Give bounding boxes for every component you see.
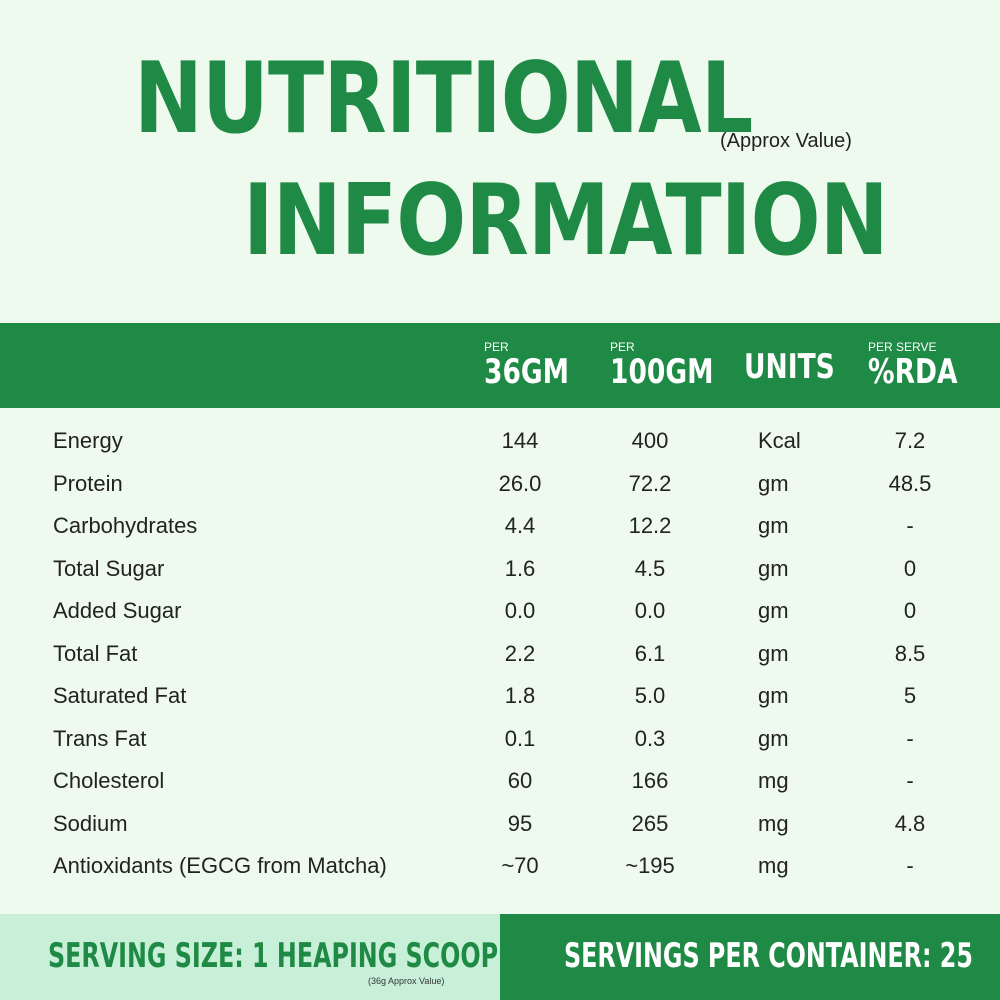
title-subtitle: (Approx Value) bbox=[720, 130, 852, 152]
table-row: Total Sugar 1.6 4.5 gm 0 bbox=[0, 548, 1000, 590]
value-per-36gm: 1.8 bbox=[504, 683, 536, 708]
rda-value: - bbox=[906, 513, 914, 538]
column-header-big: %RDA bbox=[868, 352, 958, 392]
value-per-100gm: 12.2 bbox=[628, 513, 672, 538]
unit: gm bbox=[758, 725, 789, 751]
value-per-100gm: 400 bbox=[631, 428, 669, 453]
value-per-36gm: 0.0 bbox=[504, 598, 536, 623]
value-per-100gm: 5.0 bbox=[634, 683, 666, 708]
value-per-36gm: 4.4 bbox=[504, 513, 536, 538]
value-per-100gm: 166 bbox=[631, 768, 669, 793]
nutrient-name: Cholesterol bbox=[53, 768, 165, 793]
table-row: Trans Fat 0.1 0.3 gm - bbox=[0, 718, 1000, 760]
unit: Kcal bbox=[758, 428, 801, 453]
value-per-100gm: 0.3 bbox=[634, 725, 666, 751]
nutrient-name: Added Sugar bbox=[53, 598, 182, 623]
rda-value: 7.2 bbox=[894, 428, 926, 453]
unit: gm bbox=[758, 555, 789, 581]
nutrient-name: Saturated Fat bbox=[53, 683, 187, 708]
column-header-big: UNITS bbox=[744, 347, 835, 387]
rda-value: 0 bbox=[903, 555, 917, 581]
unit: gm bbox=[758, 470, 789, 496]
table-row: Added Sugar 0.0 0.0 gm 0 bbox=[0, 590, 1000, 632]
serving-size-panel: SERVING SIZE: 1 HEAPING SCOOP (36g Appro… bbox=[0, 914, 500, 1000]
rda-value: 5 bbox=[903, 683, 917, 708]
rda-value: 8.5 bbox=[894, 640, 926, 666]
value-per-36gm: ~70 bbox=[501, 853, 539, 878]
column-header-small: PER SERVE bbox=[868, 340, 937, 354]
nutrient-name: Trans Fat bbox=[53, 725, 147, 751]
nutrient-name: Total Sugar bbox=[53, 555, 165, 581]
value-per-36gm: 95 bbox=[507, 810, 533, 836]
serving-size-note: (36g Approx Value) bbox=[368, 976, 445, 986]
nutrient-name: Sodium bbox=[53, 810, 128, 836]
unit: gm bbox=[758, 513, 789, 538]
unit: mg bbox=[758, 853, 789, 878]
column-header-big: 36GM bbox=[484, 352, 570, 392]
rda-value: 48.5 bbox=[888, 470, 932, 496]
unit: gm bbox=[758, 640, 789, 666]
unit: gm bbox=[758, 683, 789, 708]
value-per-100gm: ~195 bbox=[625, 853, 675, 878]
value-per-36gm: 60 bbox=[507, 768, 533, 793]
rda-value: - bbox=[906, 768, 914, 793]
serving-size-text: SERVING SIZE: 1 HEAPING SCOOP bbox=[48, 936, 499, 976]
nutrient-name: Protein bbox=[53, 470, 123, 496]
table-header: PER 36GM PER 100GM UNITS PER SERVE %RDA bbox=[0, 323, 1000, 408]
table-row: Sodium 95 265 mg 4.8 bbox=[0, 803, 1000, 845]
table-row: Total Fat 2.2 6.1 gm 8.5 bbox=[0, 633, 1000, 675]
unit: mg bbox=[758, 810, 789, 836]
servings-per-container-text: SERVINGS PER CONTAINER: 25 bbox=[564, 936, 973, 976]
column-header-small: PER bbox=[610, 340, 635, 354]
value-per-36gm: 1.6 bbox=[504, 555, 536, 581]
nutrient-name: Energy bbox=[53, 428, 123, 453]
unit: mg bbox=[758, 768, 789, 793]
rda-value: 4.8 bbox=[894, 810, 926, 836]
value-per-36gm: 0.1 bbox=[504, 725, 536, 751]
unit: gm bbox=[758, 598, 789, 623]
title-line-1: NUTRITIONAL bbox=[134, 42, 753, 156]
table-row: Carbohydrates 4.4 12.2 gm - bbox=[0, 505, 1000, 547]
value-per-100gm: 265 bbox=[631, 810, 669, 836]
rda-value: - bbox=[906, 853, 914, 878]
rda-value: 0 bbox=[903, 598, 917, 623]
title-line-2: INFORMATION bbox=[243, 164, 889, 278]
table-row: Protein 26.0 72.2 gm 48.5 bbox=[0, 463, 1000, 505]
nutrient-name: Total Fat bbox=[53, 640, 138, 666]
value-per-36gm: 2.2 bbox=[504, 640, 536, 666]
column-header-small: PER bbox=[484, 340, 509, 354]
value-per-100gm: 6.1 bbox=[634, 640, 666, 666]
value-per-100gm: 72.2 bbox=[628, 470, 672, 496]
rda-value: - bbox=[906, 725, 914, 751]
value-per-36gm: 26.0 bbox=[498, 470, 542, 496]
table-row: Antioxidants (EGCG from Matcha) ~70 ~195… bbox=[0, 845, 1000, 887]
table-row: Saturated Fat 1.8 5.0 gm 5 bbox=[0, 675, 1000, 717]
column-header-big: 100GM bbox=[610, 352, 714, 392]
nutrient-name: Carbohydrates bbox=[53, 513, 198, 538]
value-per-100gm: 4.5 bbox=[634, 555, 666, 581]
table-row: Energy 144 400 Kcal 7.2 bbox=[0, 420, 1000, 462]
servings-per-container-panel: SERVINGS PER CONTAINER: 25 bbox=[500, 914, 1000, 1000]
table-row: Cholesterol 60 166 mg - bbox=[0, 760, 1000, 802]
nutrient-name: Antioxidants (EGCG from Matcha) bbox=[53, 853, 387, 878]
value-per-100gm: 0.0 bbox=[634, 598, 666, 623]
value-per-36gm: 144 bbox=[501, 428, 539, 453]
